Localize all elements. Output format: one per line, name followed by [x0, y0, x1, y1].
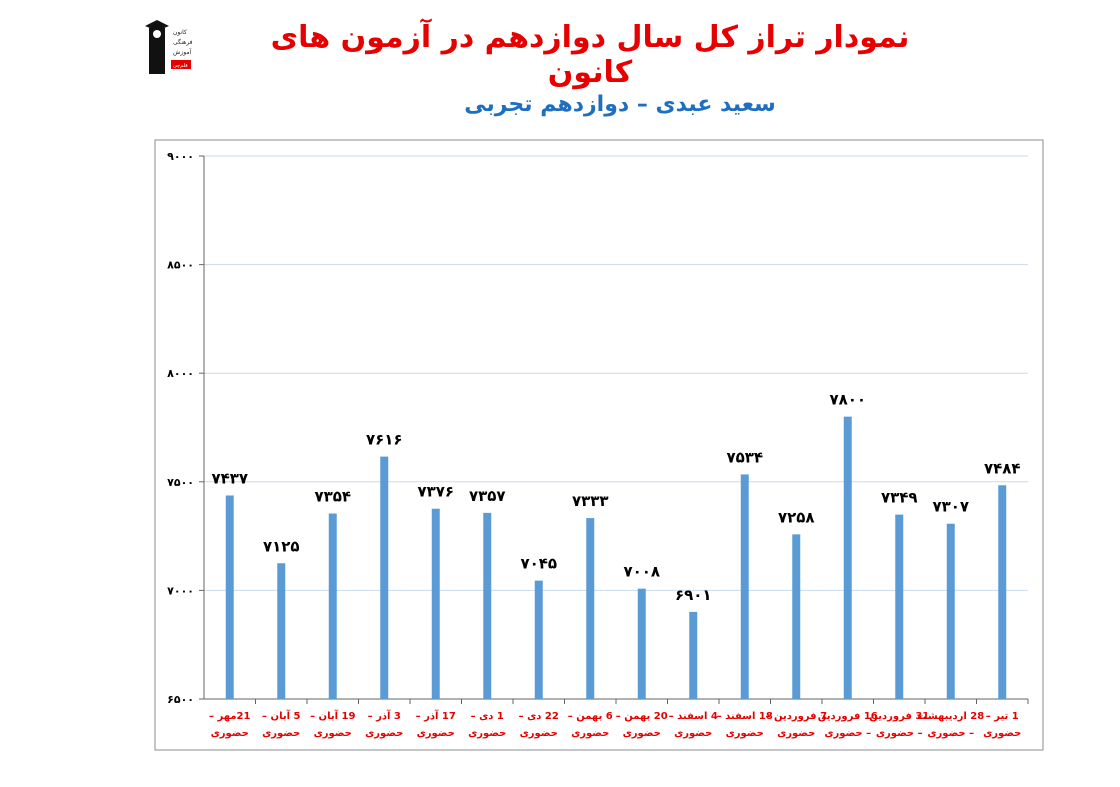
x-tick-label: حضوری [365, 728, 403, 739]
x-tick-label: حضوری [262, 728, 300, 739]
bar [431, 508, 440, 699]
x-tick-label: 1 تیر – [986, 711, 1019, 722]
x-tick-label: 17 آذر – [416, 709, 456, 722]
x-tick-label: 20 بهمن – [616, 711, 668, 722]
chart-frame [154, 139, 1044, 751]
x-tick-label: حضوری [571, 728, 609, 739]
data-label: ۷۳۴۹ [881, 489, 918, 507]
x-tick-label: – حضوری [824, 728, 871, 739]
bar [534, 580, 543, 699]
x-tick-label: حضوری [674, 728, 712, 739]
bar [225, 495, 234, 699]
x-tick-label: 1 دی – [471, 711, 504, 722]
x-tick-label: 18 اسفند – [717, 711, 773, 722]
data-label: ۷۵۳۴ [726, 448, 763, 466]
data-label: ۷۳۰۷ [932, 498, 969, 516]
y-tick-label: ۹۰۰۰ [167, 150, 194, 163]
graduation-cap-icon [145, 20, 169, 31]
x-tick-label: حضوری [468, 728, 506, 739]
bar [792, 534, 801, 699]
bar [895, 514, 904, 699]
logo-face [153, 30, 161, 38]
logo-text-2: فرهنگی [173, 38, 193, 46]
bar [998, 485, 1007, 699]
bar [586, 518, 595, 699]
data-label: ۷۸۰۰ [829, 391, 866, 409]
x-tick-label: حضوری [211, 728, 249, 739]
x-tick-label: – حضوری [876, 728, 923, 739]
data-label: ۷۱۲۵ [263, 537, 300, 555]
x-tick-label: – حضوری [927, 728, 974, 739]
logo-text-3: آموزش [173, 47, 192, 56]
x-tick-label: 21مهر – [209, 711, 250, 722]
data-label: ۷۲۵۸ [778, 508, 815, 526]
y-tick-label: ۷۰۰۰ [167, 584, 194, 597]
x-tick-label: 28 اردیبهشت [917, 711, 984, 722]
bar [740, 474, 749, 699]
x-tick-label: حضوری [726, 728, 764, 739]
bar [637, 588, 646, 699]
page-title: نمودار تراز کل سال دوازدهم در آزمون های … [270, 20, 910, 90]
y-tick-label: ۶۵۰۰ [167, 693, 194, 706]
x-tick-label: حضوری [777, 728, 815, 739]
bar [843, 416, 852, 699]
x-tick-label: حضوری [623, 728, 661, 739]
x-tick-label: حضوری [520, 728, 558, 739]
data-label: ۷۰۰۸ [623, 563, 660, 581]
kanoon-logo: کانون فرهنگی آموزش قلم‌چی [145, 20, 193, 74]
data-label: ۷۴۳۷ [211, 469, 248, 487]
logo-text-1: کانون [173, 29, 187, 36]
page-subtitle: سعید عبدی – دوازدهم تجربی [464, 92, 776, 117]
data-label: ۶۹۰۱ [675, 586, 712, 604]
data-label: ۷۳۵۷ [469, 487, 506, 505]
x-tick-label: حضوری [314, 728, 352, 739]
data-label: ۷۳۳۳ [572, 492, 609, 510]
logo-red-badge [171, 60, 191, 69]
x-tick-label: 31 فروردین [869, 711, 929, 722]
bar [689, 611, 698, 699]
x-tick-label: حضوری [417, 728, 455, 739]
bar [277, 563, 286, 699]
bar [483, 512, 492, 699]
data-label: ۷۰۴۵ [520, 555, 557, 573]
data-label: ۷۳۵۴ [314, 488, 351, 506]
x-tick-label: 4 اسفند – [669, 711, 718, 722]
x-tick-label: 7 فروردین – [765, 711, 827, 722]
bar [328, 513, 337, 699]
x-tick-label: حضوری [983, 728, 1021, 739]
x-tick-label: 6 بهمن – [568, 711, 613, 722]
bar [380, 456, 389, 699]
data-label: ۷۳۷۶ [417, 483, 454, 501]
x-tick-label: 3 آذر – [368, 709, 401, 722]
x-tick-label: 5 آبان – [262, 709, 300, 722]
data-label: ۷۴۸۴ [984, 459, 1021, 477]
x-tick-label: 22 دی – [519, 711, 559, 722]
y-tick-label: ۷۵۰۰ [167, 476, 194, 489]
data-label: ۷۶۱۶ [366, 431, 403, 449]
y-tick-label: ۸۰۰۰ [167, 367, 194, 380]
x-tick-label: 19 آبان – [310, 709, 355, 722]
y-tick-label: ۸۵۰۰ [167, 259, 194, 272]
x-tick-label: 16 فروردین [818, 711, 878, 722]
bar [946, 523, 955, 699]
logo-figure [149, 28, 165, 74]
logo-text-4: قلم‌چی [173, 63, 188, 69]
